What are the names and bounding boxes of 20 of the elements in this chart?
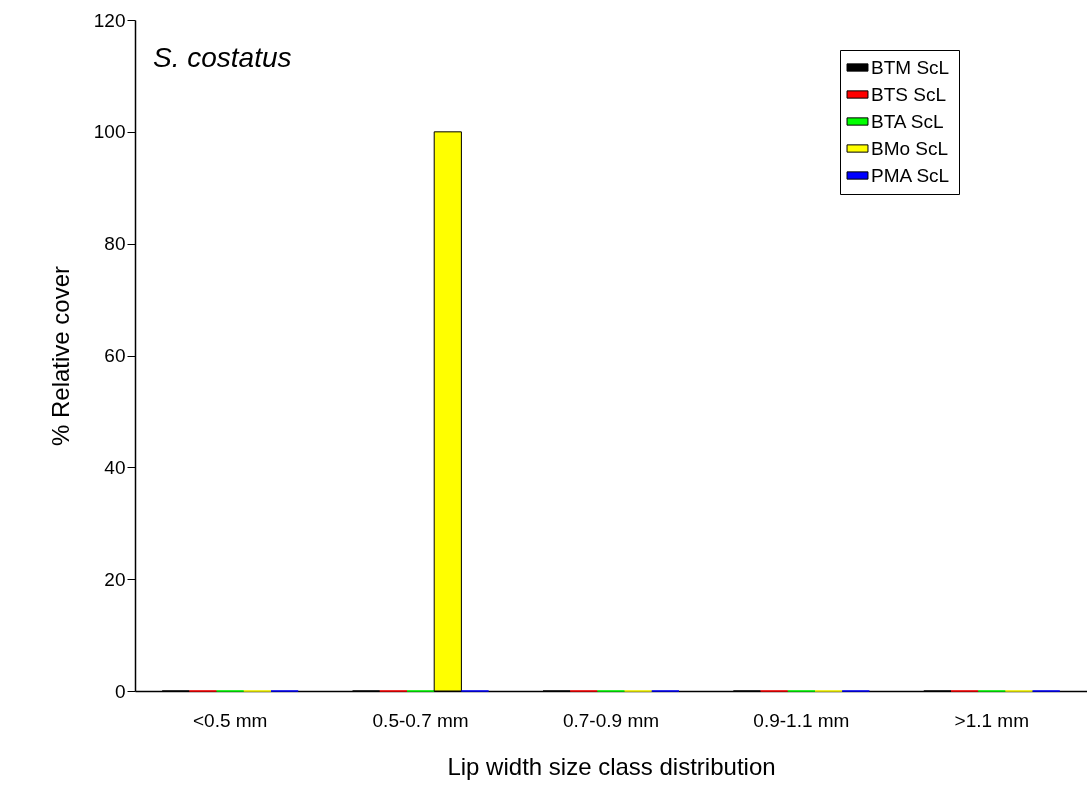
x-tick-label: >1.1 mm: [954, 709, 1030, 731]
text: S. costatus: [153, 42, 292, 73]
x-tick-label: <0.5 mm: [192, 709, 268, 731]
legend-label: BMo ScL: [871, 137, 949, 159]
legend-label: BTA ScL: [871, 110, 944, 132]
y-axis-title: % Relative cover: [46, 265, 74, 447]
y-tick-label: 80: [104, 233, 126, 255]
x-tick-label: 0.9-1.1 mm: [753, 709, 850, 731]
legend-label: PMA ScL: [871, 164, 950, 186]
y-tick-label: 0: [114, 680, 126, 702]
y-tick-label: 60: [104, 345, 126, 366]
x-tick-label: 0.5-0.7 mm: [372, 709, 469, 731]
y-tick-label: 120: [93, 9, 126, 31]
y-tick-label: 20: [104, 568, 126, 590]
legend-label: BTM ScL: [871, 56, 950, 78]
x-tick-label: 0.7-0.9 mm: [562, 709, 660, 731]
y-tick-label: 40: [104, 456, 126, 478]
y-tick-label: 100: [93, 121, 126, 143]
legend-label: BTS ScL: [871, 83, 946, 105]
x-axis-title: Lip width size class distribution: [447, 752, 776, 780]
